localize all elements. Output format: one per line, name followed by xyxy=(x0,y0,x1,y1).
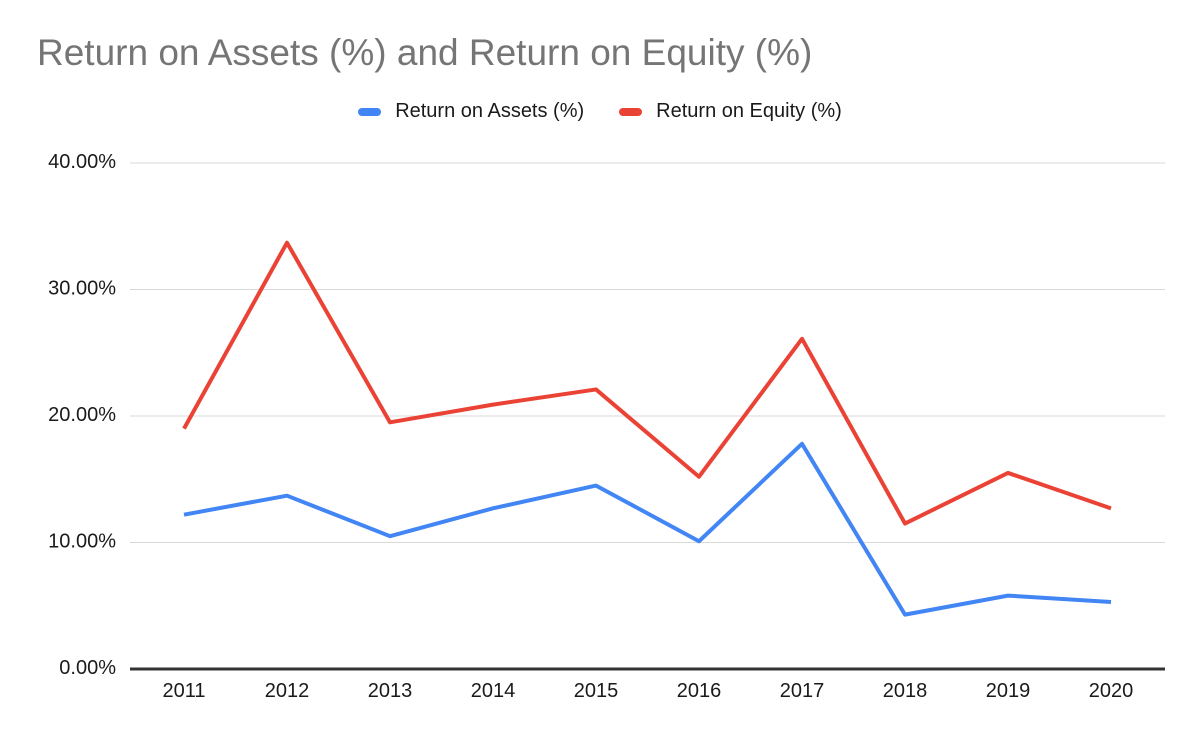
x-axis-tick-label: 2011 xyxy=(162,680,205,702)
series-line-return-on-equity xyxy=(182,240,1112,526)
y-axis-tick-label: 40.00% xyxy=(48,151,116,173)
y-axis-tick-label: 20.00% xyxy=(48,404,116,426)
x-axis-tick-label: 2013 xyxy=(368,680,413,702)
x-axis-tick-label: 2016 xyxy=(677,680,722,702)
x-axis-tick-label: 2015 xyxy=(574,680,619,702)
chart-legend: Return on Assets (%) Return on Equity (%… xyxy=(0,100,1200,123)
legend-item-return-on-equity: Return on Equity (%) xyxy=(619,100,842,123)
y-axis-tick-label: 0.00% xyxy=(59,657,116,679)
legend-item-return-on-assets: Return on Assets (%) xyxy=(358,100,584,123)
x-axis-tick-label: 2018 xyxy=(883,680,928,702)
series-line-return-on-assets xyxy=(183,441,1112,617)
x-axis-tick-label: 2019 xyxy=(986,680,1031,702)
legend-swatch-roe xyxy=(619,107,643,116)
x-axis-tick-label: 2020 xyxy=(1089,680,1134,702)
y-axis-tick-label: 10.00% xyxy=(48,531,116,553)
legend-label-roa: Return on Assets (%) xyxy=(395,100,585,122)
x-axis-tick-label: 2014 xyxy=(471,680,516,702)
legend-label-roe: Return on Equity (%) xyxy=(656,100,842,122)
x-axis-tick-label: 2012 xyxy=(265,680,310,702)
y-axis-tick-label: 30.00% xyxy=(48,278,116,300)
legend-swatch-roa xyxy=(358,107,382,116)
chart-title: Return on Assets (%) and Return on Equit… xyxy=(37,32,813,73)
x-axis-tick-label: 2017 xyxy=(780,680,825,702)
